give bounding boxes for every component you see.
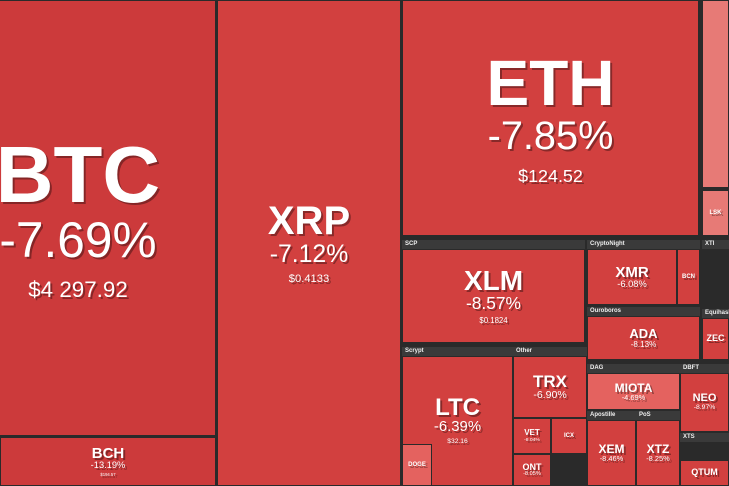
- section-header: XTS: [680, 433, 729, 442]
- coin-change: -8.13%: [630, 339, 657, 349]
- coin-price: $124.52: [518, 166, 583, 187]
- coin-change: -7.69%: [0, 212, 157, 269]
- section-header: Other: [513, 347, 587, 356]
- tile[interactable]: ADA -8.13%: [587, 316, 700, 360]
- tile[interactable]: XMR -6.08%: [587, 249, 677, 305]
- tile[interactable]: XTZ -8.25%: [636, 420, 680, 486]
- section-header: DBFT: [680, 364, 729, 373]
- coin-symbol: BCN: [682, 273, 695, 280]
- tile: [702, 0, 729, 188]
- coin-change: -6.39%: [433, 419, 482, 436]
- tile[interactable]: DOGE: [402, 444, 432, 486]
- coin-change: -8.97%: [693, 403, 716, 411]
- tile[interactable]: TRX -6.90%: [513, 356, 587, 418]
- coin-price: $194.57: [100, 472, 116, 477]
- section-header: DAG: [587, 364, 680, 373]
- tile[interactable]: MIOTA -4.69%: [587, 373, 680, 410]
- coin-symbol: ONT: [522, 461, 542, 472]
- coin-symbol: XTZ: [646, 442, 670, 457]
- coin-change: -8.25%: [646, 454, 670, 464]
- coin-change: -8.05%: [523, 470, 541, 477]
- coin-price: $4 297.92: [28, 277, 128, 303]
- section-header: PoS: [636, 411, 680, 420]
- section-header: SCP: [402, 240, 585, 249]
- tile[interactable]: XLM -8.57% $0.1824: [402, 249, 585, 343]
- tile[interactable]: NEO -8.97%: [680, 373, 729, 432]
- coin-symbol: VET: [524, 428, 540, 438]
- coin-symbol: ZEC: [706, 333, 725, 344]
- tile[interactable]: XEM -8.46%: [587, 420, 636, 486]
- tile[interactable]: ETH -7.85% $124.52: [402, 0, 699, 236]
- coin-symbol: DOGE: [408, 461, 426, 468]
- coin-symbol: XLM: [463, 264, 524, 296]
- coin-change: -8.57%: [465, 293, 521, 314]
- coin-symbol: XMR: [615, 263, 649, 281]
- coin-symbol: BTC: [0, 129, 161, 219]
- coin-price: $32.16: [447, 438, 468, 446]
- coin-change: -8.04%: [524, 437, 540, 443]
- coin-symbol: BCH: [91, 444, 125, 462]
- coin-symbol: ETH: [486, 46, 615, 119]
- section-header: Equihash: [702, 309, 729, 318]
- coin-symbol: NEO: [692, 392, 717, 405]
- section-header: Apostille: [587, 411, 636, 420]
- coin-symbol: QTUM: [691, 467, 718, 478]
- coin-price: $0.4133: [288, 272, 330, 285]
- coin-change: -7.85%: [487, 113, 614, 158]
- tile[interactable]: ZEC: [702, 318, 729, 360]
- tile[interactable]: BCH -13.19% $194.57: [0, 437, 216, 486]
- coin-change: -7.12%: [269, 240, 349, 268]
- coin-change: -6.08%: [617, 278, 647, 289]
- coin-change: -8.46%: [599, 454, 624, 464]
- section-header: XTI: [702, 240, 729, 249]
- tile[interactable]: VET -8.04%: [513, 418, 551, 454]
- section-header: Scrypt: [402, 347, 513, 356]
- coin-symbol: XEM: [598, 442, 625, 457]
- section-header: Ouroboros: [587, 307, 700, 316]
- coin-symbol: ICX: [563, 432, 574, 439]
- tile[interactable]: ICX: [551, 418, 587, 454]
- coin-price: $0.1824: [479, 316, 508, 326]
- tile[interactable]: LSK: [702, 190, 729, 236]
- tile[interactable]: XRP -7.12% $0.4133: [217, 0, 401, 486]
- coin-change: -4.69%: [621, 392, 646, 402]
- section-header: CryptoNight: [587, 240, 700, 249]
- coin-change: -6.90%: [533, 389, 567, 402]
- coin-symbol: TRX: [533, 371, 567, 391]
- tile[interactable]: BTC -7.69% $4 297.92: [0, 0, 216, 436]
- coin-symbol: XRP: [267, 198, 351, 243]
- coin-symbol: LTC: [435, 393, 480, 421]
- tile[interactable]: ONT -8.05%: [513, 454, 551, 486]
- coin-symbol: MIOTA: [614, 380, 653, 395]
- tile[interactable]: BCN: [677, 249, 700, 305]
- coin-symbol: LSK: [709, 209, 722, 216]
- coin-change: -13.19%: [90, 460, 126, 471]
- tile[interactable]: QTUM: [680, 460, 729, 486]
- coin-symbol: ADA: [629, 326, 658, 342]
